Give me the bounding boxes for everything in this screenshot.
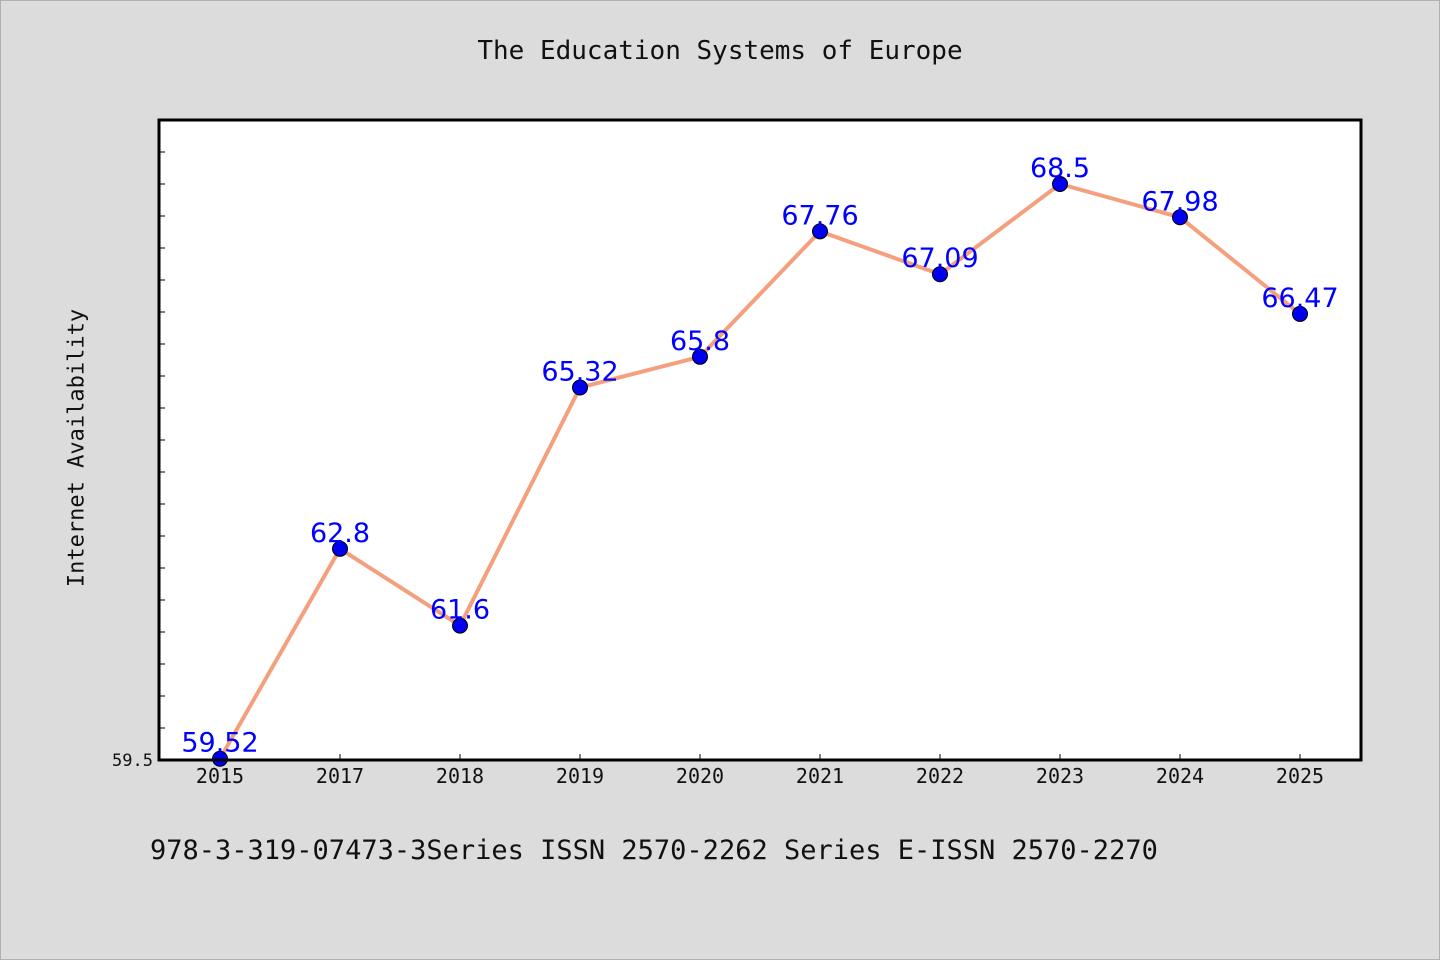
x-tick-label: 2024	[1156, 764, 1204, 788]
x-tick-label: 2020	[676, 764, 724, 788]
data-point	[1172, 209, 1188, 226]
data-label: 65.8	[670, 326, 730, 357]
x-tick-label: 2017	[316, 764, 364, 788]
data-label: 65.32	[541, 357, 618, 388]
x-tick-label: 2021	[796, 764, 844, 788]
x-tick-label: 2019	[556, 764, 604, 788]
data-label: 67.09	[901, 243, 978, 274]
data-point	[452, 617, 468, 634]
series-line	[218, 182, 1302, 761]
data-point	[572, 379, 588, 396]
data-point	[932, 266, 948, 283]
data-point	[812, 223, 828, 240]
plot-area	[159, 120, 1361, 760]
y-tick-label: 59.5	[112, 751, 153, 771]
data-label: 68.5	[1030, 153, 1090, 184]
data-label: 59.52	[181, 728, 258, 759]
x-tick-label: 2023	[1036, 764, 1084, 788]
data-point	[692, 348, 708, 365]
data-label: 62.8	[310, 518, 370, 549]
footer-isbn-text: 978-3-319-07473-3Series ISSN 2570-2262 S…	[150, 835, 1158, 866]
x-tick-label: 2022	[916, 764, 964, 788]
plot-border	[157, 118, 1363, 762]
x-tick-label: 2025	[1276, 764, 1324, 788]
data-point	[332, 540, 348, 557]
data-point	[1292, 305, 1308, 322]
x-tick-label: 2015	[196, 764, 244, 788]
x-tick-label: 2018	[436, 764, 484, 788]
data-label: 66.47	[1261, 283, 1338, 314]
data-label: 67.76	[781, 200, 858, 231]
data-label: 67.98	[1141, 186, 1218, 217]
data-label: 61.6	[430, 595, 490, 626]
data-point	[1052, 176, 1068, 192]
chart-title: The Education Systems of Europe	[477, 36, 963, 66]
